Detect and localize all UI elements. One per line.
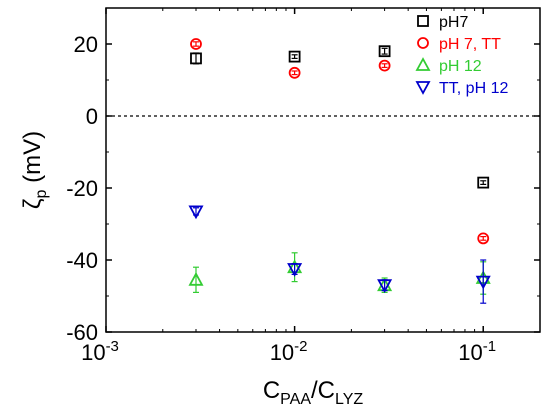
data-point [188, 205, 204, 220]
data-point [188, 271, 204, 286]
y-tick-label: 20 [74, 32, 98, 57]
series-triangle-up [188, 252, 491, 295]
plot-frame [105, 7, 541, 333]
data-point [378, 45, 391, 58]
y-tick-label: 0 [86, 104, 98, 129]
x-tick-label: 10-3 [81, 338, 119, 365]
x-axis-label: CPAA/CLYZ [263, 377, 364, 408]
series-square [190, 45, 490, 189]
legend-label: pH7 [439, 14, 468, 31]
legend-marker [415, 57, 431, 71]
data-point [288, 50, 301, 63]
data-point [377, 279, 393, 294]
legend-label: pH 7, TT [439, 36, 501, 53]
data-point [378, 59, 391, 72]
series-circle [190, 38, 490, 245]
data-point [190, 38, 202, 50]
series-triangle-down [188, 205, 491, 304]
legend-label: TT, pH 12 [439, 80, 508, 97]
data-point [477, 176, 490, 189]
x-tick-label: 10-2 [270, 338, 308, 365]
y-tick-label: -60 [66, 320, 98, 345]
data-point [190, 52, 202, 65]
data-point [288, 66, 301, 79]
legend-marker [417, 15, 429, 27]
y-axis-label: ζp (mV) [19, 131, 50, 209]
legend: pH7 pH 7, TT pH 12 TT, pH 12 [415, 14, 508, 97]
legend-marker [415, 81, 431, 95]
y-tick-label: -20 [66, 176, 98, 201]
x-tick-label: 10-1 [458, 338, 496, 365]
legend-marker [417, 37, 429, 49]
y-tick-label: -40 [66, 248, 98, 273]
data-point [287, 263, 303, 277]
data-point [475, 275, 491, 290]
legend-label: pH 12 [439, 58, 482, 75]
data-point [477, 232, 490, 245]
